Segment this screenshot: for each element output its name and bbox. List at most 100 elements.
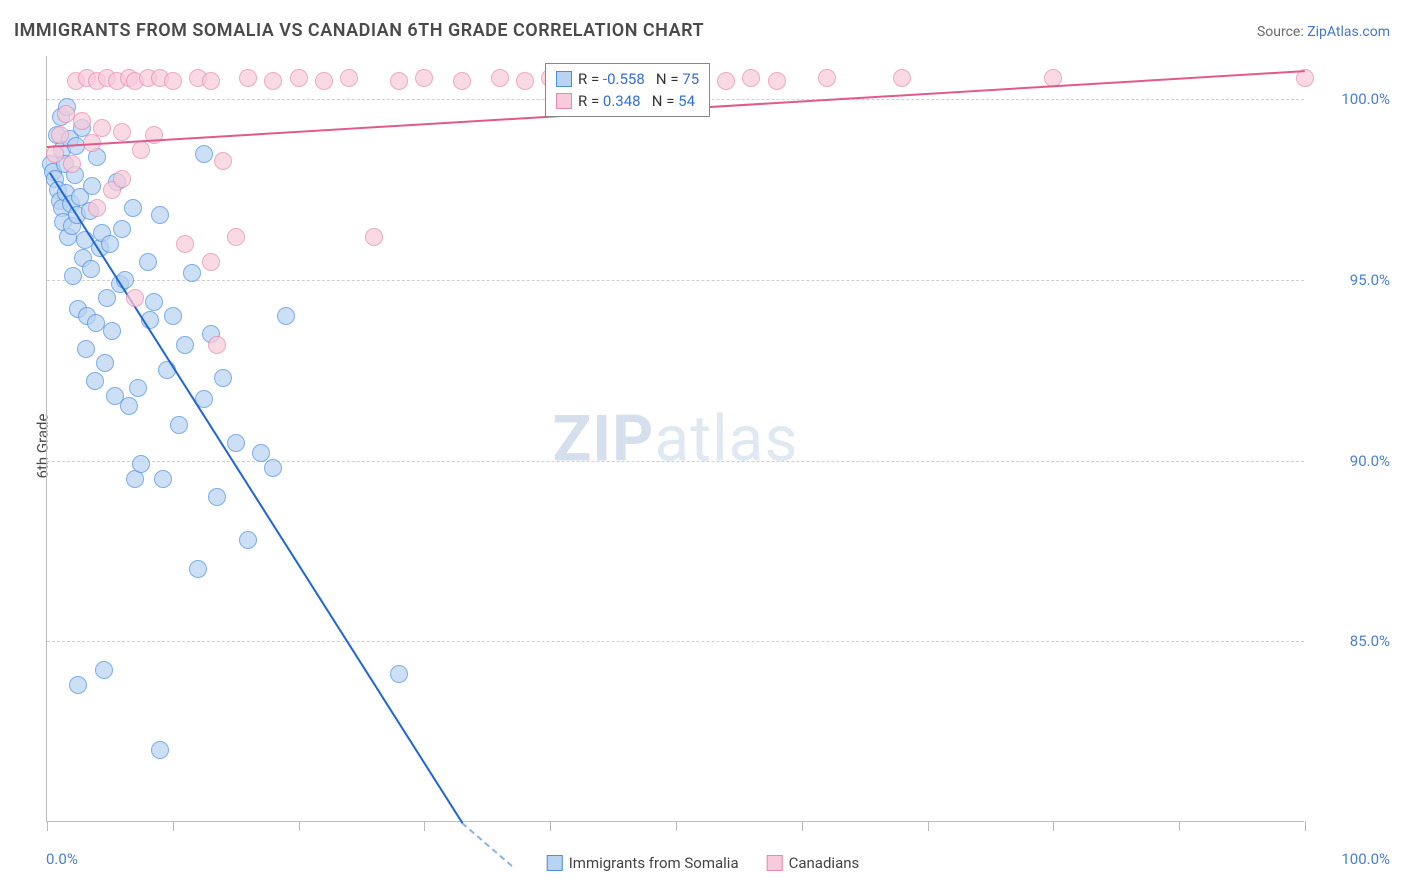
data-point	[95, 661, 113, 679]
x-tick	[1053, 821, 1054, 831]
data-point	[315, 72, 333, 90]
x-tick	[173, 821, 174, 831]
legend-swatch	[556, 71, 572, 87]
data-point	[176, 235, 194, 253]
data-point	[82, 260, 100, 278]
data-point	[390, 72, 408, 90]
source-attribution: Source: ZipAtlas.com	[1257, 24, 1390, 40]
data-point	[139, 253, 157, 271]
legend-label: Canadians	[789, 854, 860, 872]
r-label: R =	[578, 70, 603, 88]
data-point	[154, 470, 172, 488]
data-point	[195, 145, 213, 163]
y-tick-label: 95.0%	[1350, 271, 1390, 289]
data-point	[189, 560, 207, 578]
legend-label: Immigrants from Somalia	[569, 854, 739, 872]
data-point	[93, 119, 111, 137]
y-tick-label: 90.0%	[1350, 452, 1390, 470]
n-label: N =	[645, 70, 683, 88]
data-point	[742, 69, 760, 87]
data-point	[132, 455, 150, 473]
data-point	[63, 155, 81, 173]
n-value: 54	[678, 92, 695, 110]
data-point	[86, 372, 104, 390]
data-point	[151, 206, 169, 224]
legend-swatch	[767, 855, 783, 871]
source-prefix: Source:	[1257, 24, 1307, 40]
data-point	[101, 235, 119, 253]
data-point	[164, 72, 182, 90]
x-tick	[802, 821, 803, 831]
x-tick	[299, 821, 300, 831]
x-tick	[676, 821, 677, 831]
data-point	[365, 228, 383, 246]
data-point	[893, 69, 911, 87]
data-point	[340, 69, 358, 87]
data-point	[390, 665, 408, 683]
source-link[interactable]: ZipAtlas.com	[1307, 24, 1390, 40]
data-point	[264, 459, 282, 477]
n-label: N =	[641, 92, 679, 110]
data-point	[51, 126, 69, 144]
data-point	[103, 322, 121, 340]
data-point	[202, 72, 220, 90]
data-point	[208, 336, 226, 354]
data-point	[415, 69, 433, 87]
gridline-h	[47, 641, 1304, 642]
data-point	[208, 488, 226, 506]
data-point	[176, 336, 194, 354]
trend-line	[49, 172, 463, 823]
legend-row: R = -0.558 N = 75	[556, 68, 699, 90]
data-point	[83, 177, 101, 195]
data-point	[113, 123, 131, 141]
data-point	[183, 264, 201, 282]
data-point	[73, 112, 91, 130]
data-point	[239, 531, 257, 549]
x-axis-max-label: 100.0%	[1341, 850, 1390, 868]
data-point	[129, 379, 147, 397]
r-label: R =	[578, 92, 603, 110]
data-point	[113, 170, 131, 188]
data-point	[227, 434, 245, 452]
n-value: 75	[682, 70, 699, 88]
x-tick	[1179, 821, 1180, 831]
data-point	[98, 289, 116, 307]
r-value: -0.558	[603, 70, 645, 88]
y-tick-label: 100.0%	[1341, 90, 1390, 108]
data-point	[239, 69, 257, 87]
legend-swatch	[556, 93, 572, 109]
data-point	[214, 369, 232, 387]
data-point	[202, 253, 220, 271]
data-point	[87, 314, 105, 332]
data-point	[88, 199, 106, 217]
x-tick	[47, 821, 48, 831]
gridline-h	[47, 280, 1304, 281]
data-point	[164, 307, 182, 325]
data-point	[77, 340, 95, 358]
data-point	[126, 289, 144, 307]
plot-area: ZIPatlas 85.0%90.0%95.0%100.0%	[46, 56, 1304, 822]
legend-item: Canadians	[767, 854, 860, 872]
data-point	[717, 72, 735, 90]
y-tick-label: 85.0%	[1350, 632, 1390, 650]
x-axis-min-label: 0.0%	[46, 850, 78, 868]
data-point	[768, 72, 786, 90]
trend-line-dashed	[461, 822, 513, 867]
legend-row: R = 0.348 N = 54	[556, 90, 699, 112]
data-point	[227, 228, 245, 246]
data-point	[124, 199, 142, 217]
data-point	[170, 416, 188, 434]
data-point	[818, 69, 836, 87]
x-tick	[1305, 821, 1306, 831]
data-point	[516, 72, 534, 90]
data-point	[57, 105, 75, 123]
x-tick	[424, 821, 425, 831]
legend-item: Immigrants from Somalia	[547, 854, 739, 872]
correlation-legend: R = -0.558 N = 75R = 0.348 N = 54	[545, 63, 710, 117]
data-point	[277, 307, 295, 325]
data-point	[290, 69, 308, 87]
gridline-h	[47, 461, 1304, 462]
watermark: ZIPatlas	[553, 401, 799, 476]
data-point	[264, 72, 282, 90]
x-tick	[550, 821, 551, 831]
